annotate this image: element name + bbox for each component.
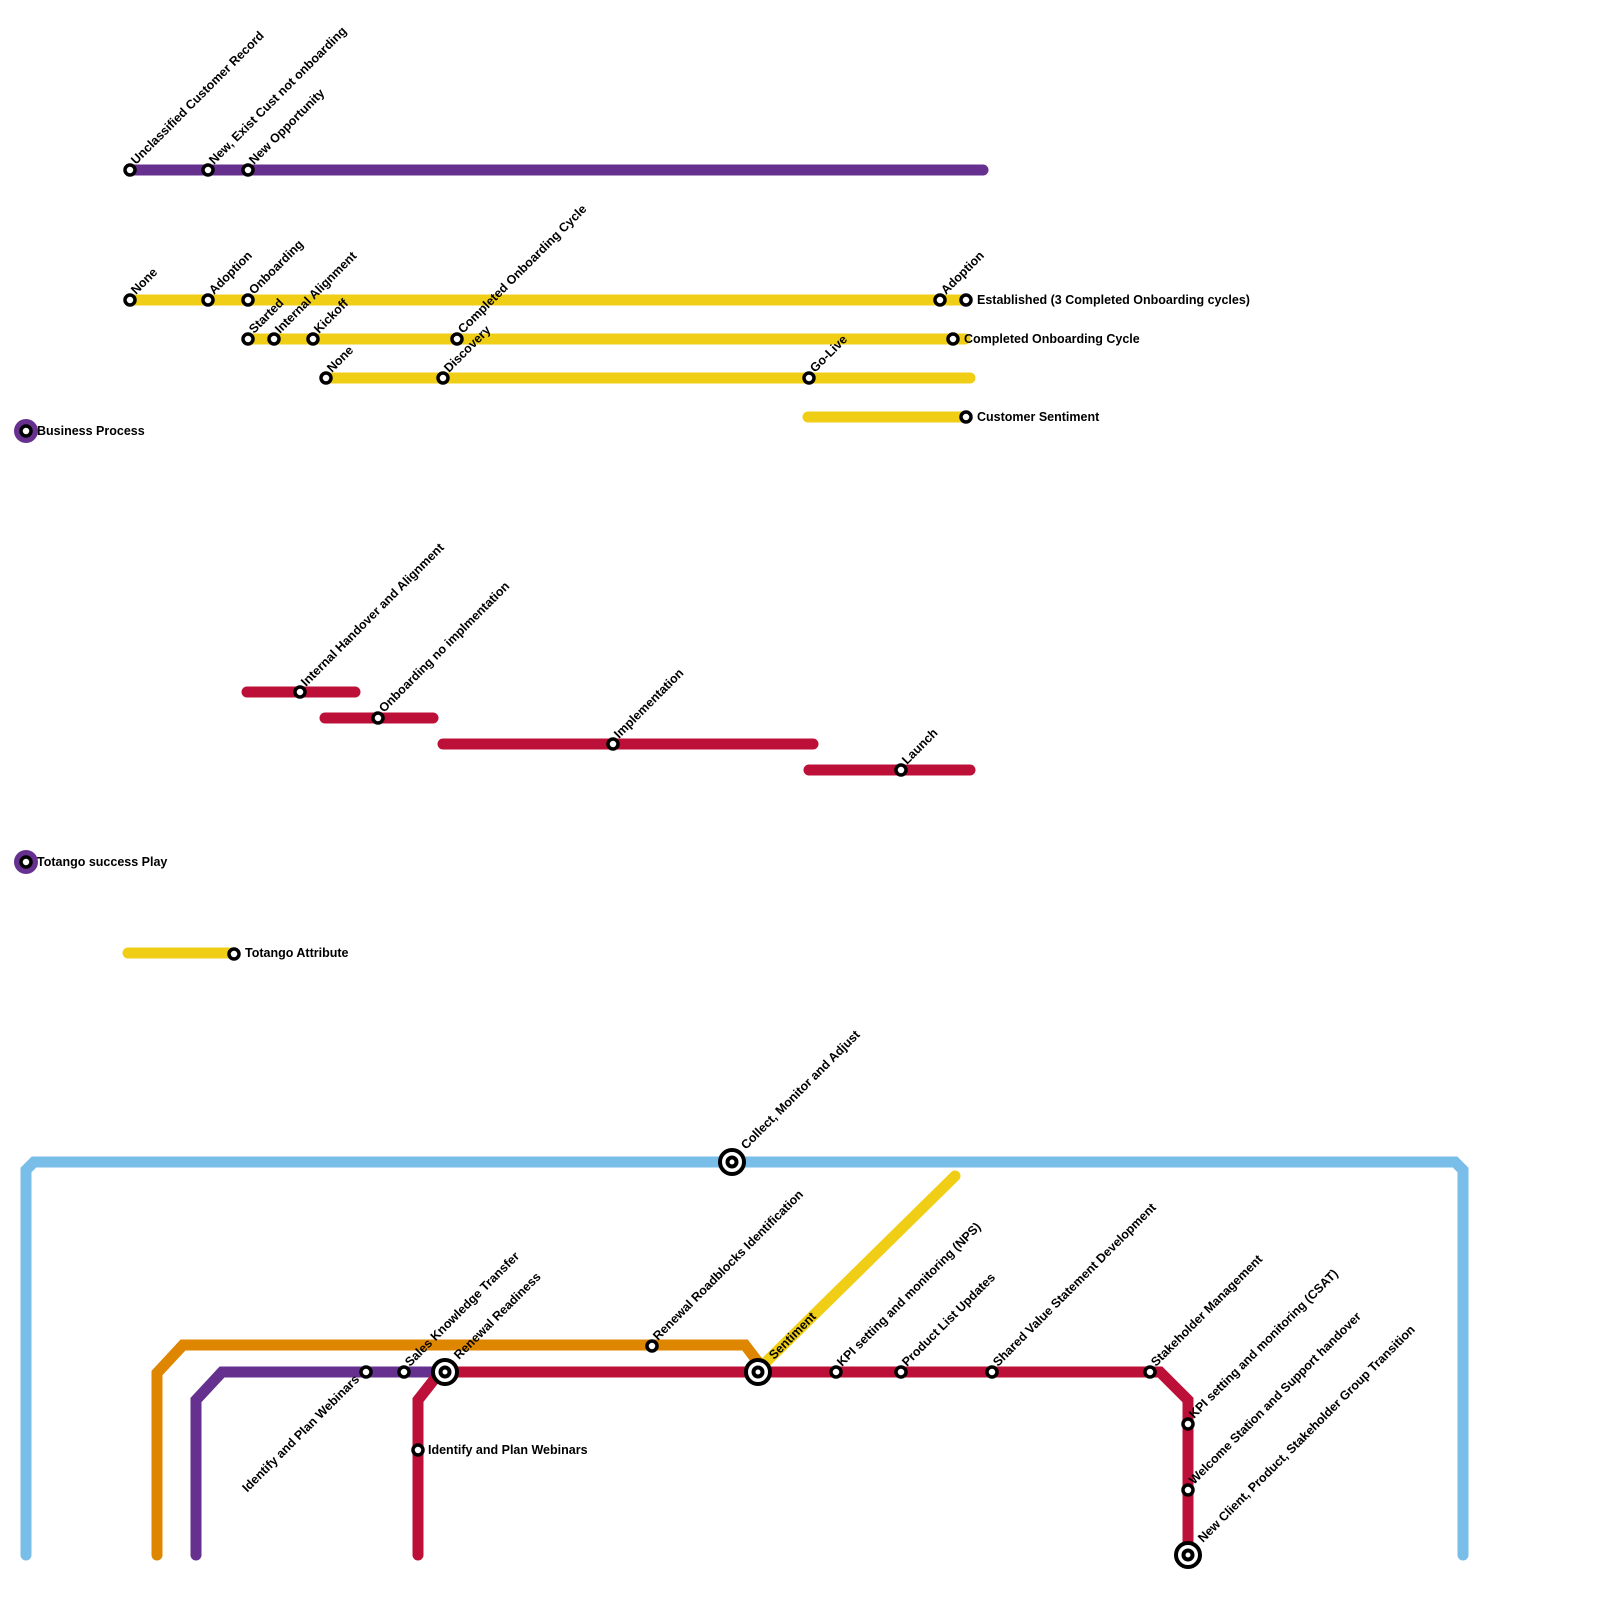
legend-attribute: Totango Attribute [245,946,348,960]
station-label: Shared Value Statement Development [990,1200,1159,1369]
station[interactable] [319,371,333,385]
legend-business-process: Business Process [37,424,145,438]
station-label: Completed Onboarding Cycle [455,202,589,336]
station-label: Renewal Roadblocks Identification [650,1187,806,1343]
station[interactable] [946,332,960,346]
station[interactable] [1181,1417,1195,1431]
station-label: Onboarding [246,237,306,297]
station-label: New Opportunity [246,86,327,167]
station[interactable] [371,711,385,725]
station-label: Completed Onboarding Cycle [964,332,1140,346]
interchange-inner [1181,1548,1195,1562]
station-group[interactable]: Internal Handover and Alignment Onboardi… [293,540,941,777]
station-label: Collect, Monitor and Adjust [738,1027,863,1152]
yellow-diagonal-line [760,1170,961,1368]
station[interactable] [933,293,947,307]
red-main-line [412,1366,1194,1561]
station-label: Adoption [938,248,987,297]
station[interactable] [201,163,215,177]
station[interactable] [829,1365,843,1379]
station[interactable] [359,1365,373,1379]
station[interactable] [645,1339,659,1353]
station[interactable] [959,410,973,424]
station-label: KPI setting and monitoring (CSAT) [1186,1267,1341,1422]
station-label: Identify and Plan Webinars [239,1372,362,1495]
station[interactable] [293,685,307,699]
interchange-inner [725,1155,739,1169]
station[interactable] [450,332,464,346]
station[interactable] [1143,1365,1157,1379]
legend-station [19,424,33,438]
station[interactable] [241,332,255,346]
station-group[interactable]: Unclassified Customer Record New, Exist … [123,24,349,177]
station-label: KPI setting and monitoring (NPS) [834,1220,983,1369]
station[interactable] [606,737,620,751]
station-label: Sentiment [766,1309,819,1362]
station[interactable] [123,293,137,307]
orange-line [151,1339,764,1561]
station[interactable] [894,1365,908,1379]
station[interactable] [802,371,816,385]
station[interactable] [985,1365,999,1379]
station-group[interactable]: Started Internal Alignment Kickoff Compl… [241,202,1140,346]
station-label: None [324,343,356,375]
station-label: Established (3 Completed Onboarding cycl… [977,293,1250,307]
station[interactable] [959,293,973,307]
station-label: Identify and Plan Webinars [428,1443,588,1457]
station[interactable] [227,947,241,961]
station-label: None [128,265,160,297]
station[interactable] [436,371,450,385]
station-label: Customer Sentiment [977,410,1100,424]
station-label: Implementation [611,666,686,741]
station[interactable] [894,763,908,777]
station[interactable] [201,293,215,307]
interchange-inner [751,1365,765,1379]
station-label: New, Exist Cust not onboarding [206,24,349,167]
legend-success-play: Totango success Play [37,855,167,869]
legend-station [19,855,33,869]
station-label: Unclassified Customer Record [128,29,267,168]
station[interactable] [267,332,281,346]
station[interactable] [241,163,255,177]
station[interactable] [123,163,137,177]
station[interactable] [1181,1483,1195,1497]
station[interactable] [241,293,255,307]
purple-bottom-line [190,1366,446,1561]
station[interactable] [397,1365,411,1379]
station[interactable] [306,332,320,346]
interchange-inner [438,1365,452,1379]
station-label: Launch [899,726,940,767]
station[interactable] [411,1443,425,1457]
